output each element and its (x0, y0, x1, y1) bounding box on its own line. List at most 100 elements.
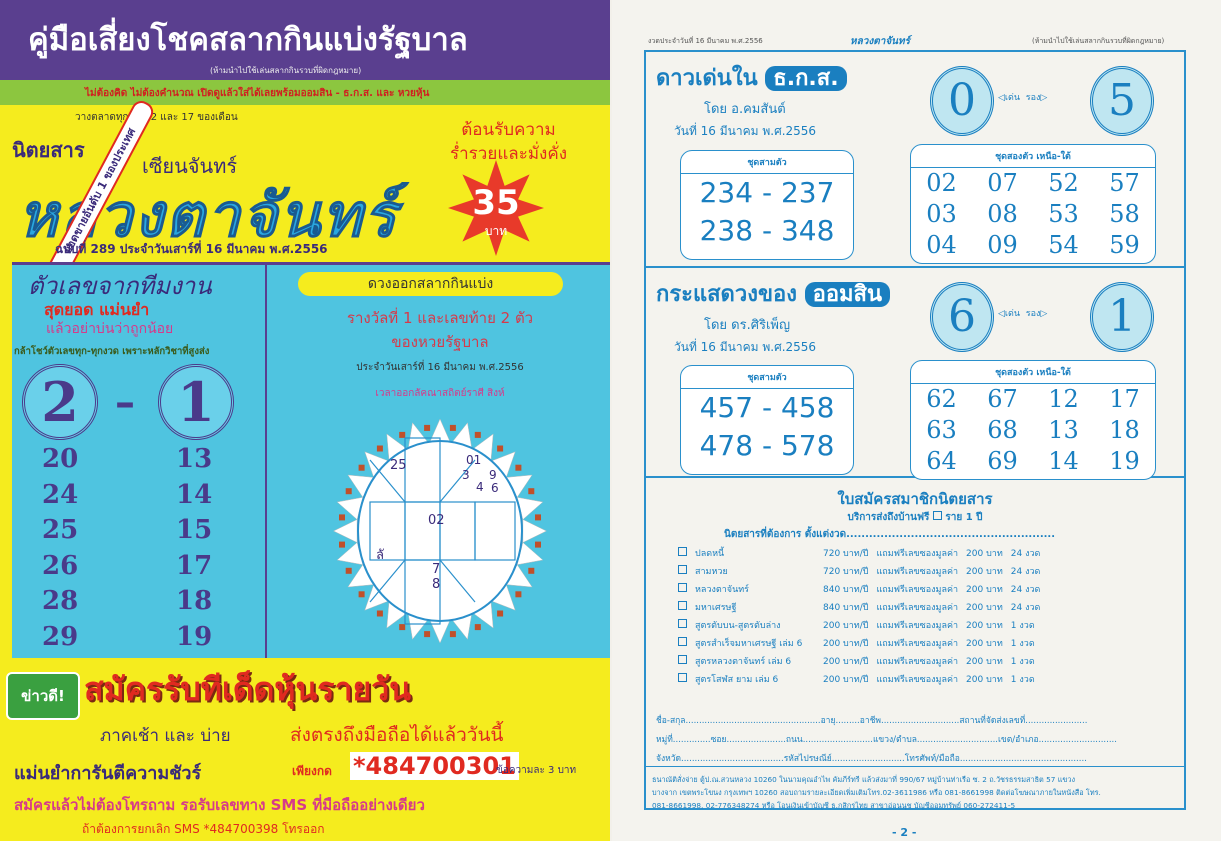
subscription-cell: 200 บาท/ปี (823, 675, 869, 685)
running-date: งวดประจำวันที่ 16 มีนาคม พ.ศ.2556 (648, 37, 763, 45)
subscription-checkbox[interactable] (678, 565, 687, 574)
subscription-checkbox[interactable] (678, 547, 687, 556)
team-sub2: แล้วอย่าบ่นว่าถูกน้อย (46, 321, 174, 337)
subscription-cell: 24 งวด (1010, 603, 1041, 613)
sms-code: *484700301 (350, 752, 519, 780)
second-digit: 5 (1090, 66, 1154, 136)
subscription-cell: แถมฟรีเลขซองมูลค่า (876, 549, 959, 559)
address-fields[interactable]: ชื่อ-สกุล...............................… (656, 712, 1117, 769)
three-digit-box: ชุดสามตัว 234 - 237 238 - 348 (680, 150, 854, 260)
inner-page: งวดประจำวันที่ 16 มีนาคม พ.ศ.2556 หลวงตา… (612, 0, 1221, 841)
delivery-checkbox[interactable] (932, 511, 942, 520)
number: 17 (176, 550, 213, 581)
ray-dot (535, 514, 541, 521)
two-digit-label: ชุดสองตัว เหนือ-ใต้ (911, 361, 1155, 384)
subscription-cell: หลวงตาจันทร์ (695, 585, 749, 595)
number: 26 (42, 550, 79, 581)
cell-nw: 25 (390, 458, 407, 473)
payment-line: 081-8661998, 02-776348274 หรือ โอนเงินเข… (652, 801, 1016, 810)
two-digit-number: 63 (926, 416, 957, 444)
section-author: โดย อ.คมสันต์ (704, 102, 786, 117)
author-name: เซียนจันทร์ (142, 154, 238, 178)
subscription-checkbox[interactable] (678, 673, 687, 682)
ray-dot (497, 610, 504, 617)
lead-label: ◁เด่น รอง▷ (998, 93, 1048, 103)
subscription-checkbox[interactable] (678, 601, 687, 610)
ray-dot (497, 445, 504, 452)
two-digit-number: 17 (1109, 385, 1140, 413)
number: 14 (176, 479, 213, 510)
two-digit-number: 07 (987, 169, 1018, 197)
ray-dot (535, 541, 541, 548)
horoscope-line2: ของหวยรัฐบาล (391, 333, 489, 351)
horoscope-line1: รางวัลที่ 1 และเลขท้าย 2 ตัว (346, 309, 534, 327)
ray-dot (474, 624, 481, 631)
cell-ne-4: 9 (489, 468, 497, 482)
subscription-cell: ปลดหนี้ (695, 549, 725, 559)
lagna: เวลาออกลัคณาสถิตย์ราศี สิงห์ (375, 388, 505, 399)
two-digit-number: 09 (987, 231, 1018, 259)
section-title-text: กระแสดวงของ (656, 282, 797, 307)
section-pill: ธ.ก.ส. (765, 66, 847, 91)
name-field[interactable]: ชื่อ-สกุล...............................… (656, 716, 1088, 726)
subscription-cell: แถมฟรีเลขซองมูลค่า (876, 639, 959, 649)
price-starburst (448, 160, 544, 256)
running-note: (ห้ามนำไปใช้เล่นสลากกินรวบที่ผิดกฎหมาย) (1032, 37, 1165, 45)
issue-start-field[interactable]: นิตยสารที่ต้องการ ตั้งแต่งวด............… (724, 529, 1056, 540)
address-field[interactable]: หมู่ที่..............ซอย................… (656, 735, 1117, 745)
ray-dot (339, 514, 345, 521)
cell-ne-2: 3 (462, 468, 470, 482)
three-digit-pair: 238 - 348 (699, 214, 835, 247)
ray-dot (399, 624, 406, 631)
promo-line3: สมัครแล้วไม่ต้องโทรถาม รอรับเลขทาง SMS ท… (14, 796, 425, 814)
two-digit-number: 58 (1109, 200, 1140, 228)
form-title: ใบสมัครสมาชิกนิตยสาร (837, 490, 993, 508)
section-date: วันที่ 16 มีนาคม พ.ศ.2556 (674, 340, 817, 354)
subscription-cell: แถมฟรีเลขซองมูลค่า (876, 675, 959, 685)
number: 20 (42, 444, 79, 474)
welcome-text: ต้อนรับความ ร่ำรวยและมั่งคั่ง (450, 118, 567, 166)
cell-s-1: 7 (432, 562, 441, 577)
promo-line1b: ส่งตรงถึงมือถือได้แล้ววันนี้ (290, 724, 504, 746)
subscription-cell: แถมฟรีเลขซองมูลค่า (876, 585, 959, 595)
two-digit-row: 64 69 14 19 (911, 446, 1155, 477)
promo-line2a: แม่นยำการันตีความชัวร์ (14, 763, 202, 784)
subscription-cell: 840 บาท/ปี (823, 603, 869, 613)
subscription-cell: สูตรหลวงตาจันทร์ เล่ม 6 (695, 657, 792, 667)
province-field[interactable]: จังหวัด.................................… (656, 754, 1087, 764)
subscription-checkbox[interactable] (678, 655, 687, 664)
section-author: โดย ดร.ศิริเพ็ญ (704, 318, 791, 333)
two-digit-number: 12 (1048, 385, 1079, 413)
subscription-checkbox[interactable] (678, 619, 687, 628)
team-col2: 13 14 15 17 18 19 (176, 442, 212, 655)
subscription-checkbox[interactable] (678, 637, 687, 646)
three-digit-box: ชุดสามตัว 457 - 458 478 - 578 (680, 365, 854, 475)
divider (265, 262, 267, 658)
subscription-checkbox[interactable] (678, 583, 687, 592)
number: 28 (42, 586, 79, 616)
cell-s-2: 8 (432, 577, 441, 592)
two-digit-number: 69 (987, 447, 1018, 475)
number: 29 (42, 621, 79, 652)
two-digit-number: 68 (987, 416, 1018, 444)
subscription-cell: 1 งวด (1010, 639, 1035, 649)
subscription-cell: 1 งวด (1010, 657, 1035, 667)
cell-ne-5: 6 (491, 481, 499, 495)
ray-dot (474, 431, 481, 438)
section-date: วันที่ 16 มีนาคม พ.ศ.2556 (674, 124, 817, 138)
two-digit-row: 03 08 53 58 (911, 199, 1155, 230)
horoscope-date: ประจำวันเสาร์ที่ 16 มีนาคม พ.ศ.2556 (356, 362, 524, 373)
two-digit-number: 02 (926, 169, 957, 197)
running-title: หลวงตาจันทร์ (850, 36, 910, 47)
ray-dot (515, 464, 522, 471)
number: 18 (176, 586, 213, 616)
two-digit-number: 04 (926, 231, 957, 259)
promo-line2b: เพียงกด (292, 764, 332, 778)
promo-line1a: ภาคเช้า และ บ่าย (100, 726, 231, 746)
two-digit-number: 57 (1109, 169, 1140, 197)
main-digit: 2 (22, 364, 98, 440)
two-digit-box: ชุดสองตัว เหนือ-ใต้ 62 67 12 17 63 68 13 18 64 69 1… (910, 360, 1156, 480)
subscription-cell: สูตรสำเร็จมหาเศรษฐี เล่ม 6 (695, 639, 803, 649)
subscription-cell: 24 งวด (1010, 549, 1041, 559)
promo-line4: ถ้าต้องการยกเลิก SMS *484700398 โทรออก (82, 822, 325, 836)
